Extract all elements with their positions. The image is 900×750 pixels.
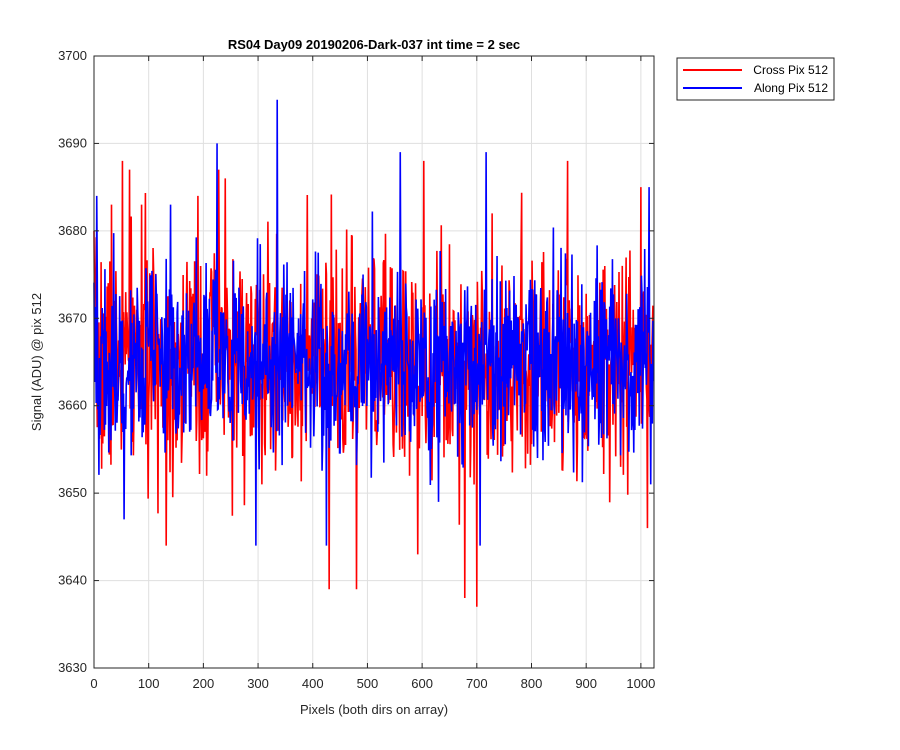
y-tick-label: 3670 — [58, 310, 87, 325]
x-tick-label: 200 — [193, 676, 215, 691]
x-tick-label: 900 — [575, 676, 597, 691]
y-tick-label: 3660 — [58, 398, 87, 413]
y-tick-label: 3630 — [58, 660, 87, 675]
y-axis-label: Signal (ADU) @ pix 512 — [29, 293, 44, 431]
ticks: 0 100 200 300 400 500 600 700 800 900 1000 3630 3640… — [58, 48, 655, 691]
x-tick-label: 1000 — [626, 676, 655, 691]
legend-label-cross: Cross Pix 512 — [753, 63, 828, 77]
series-layer — [93, 99, 655, 607]
x-tick-label: 100 — [138, 676, 160, 691]
x-tick-label: 600 — [411, 676, 433, 691]
plot-frame — [93, 55, 655, 669]
y-tick-label: 3650 — [58, 485, 87, 500]
y-tick-label: 3640 — [58, 573, 87, 588]
legend: Cross Pix 512 Along Pix 512 — [676, 57, 835, 101]
y-tick-label: 3680 — [58, 223, 87, 238]
series-line-along-pix-512 — [93, 99, 655, 546]
x-tick-label: 500 — [357, 676, 379, 691]
legend-label-along: Along Pix 512 — [754, 81, 828, 95]
y-tick-label: 3690 — [58, 135, 87, 150]
y-tick-label: 3700 — [58, 48, 87, 63]
x-tick-label: 700 — [466, 676, 488, 691]
chart-title: RS04 Day09 20190206-Dark-037 int time = … — [228, 37, 520, 52]
x-axis-label: Pixels (both dirs on array) — [300, 702, 448, 717]
x-tick-label: 300 — [247, 676, 269, 691]
legend-box — [676, 57, 835, 101]
x-tick-label: 400 — [302, 676, 324, 691]
x-tick-label: 800 — [521, 676, 543, 691]
x-tick-label: 0 — [90, 676, 97, 691]
